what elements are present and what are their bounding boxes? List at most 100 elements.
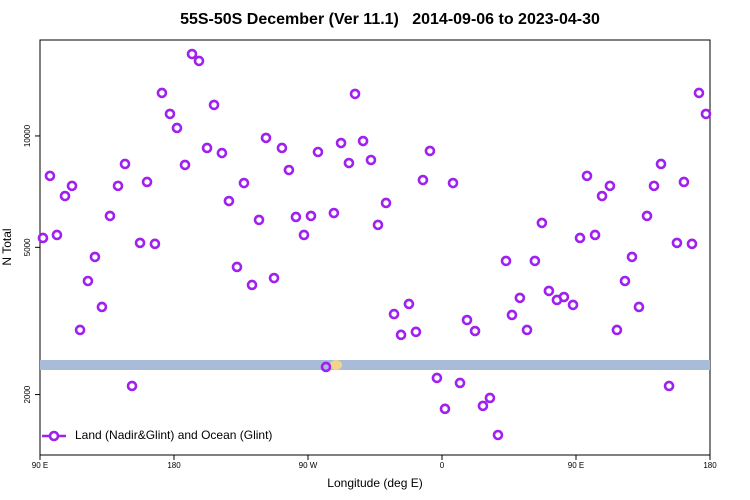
point [596, 190, 608, 202]
point [454, 377, 466, 389]
point [648, 180, 660, 192]
y-tick-label: 10000 [23, 124, 32, 147]
point [500, 255, 512, 267]
point [477, 400, 489, 412]
point [447, 177, 459, 189]
point [320, 361, 332, 373]
band-spot [330, 360, 342, 370]
point [484, 392, 496, 404]
x-tick-label: 90 E [32, 461, 48, 470]
y-axis-label: N Total [0, 228, 14, 265]
point [663, 380, 675, 392]
point [424, 145, 436, 157]
point [388, 308, 400, 320]
point [506, 309, 518, 321]
point [365, 154, 377, 166]
point [164, 108, 176, 120]
point [246, 279, 258, 291]
point [44, 170, 56, 182]
point [678, 176, 690, 188]
point [253, 214, 265, 226]
point [700, 108, 712, 120]
point [141, 176, 153, 188]
point [543, 285, 555, 297]
point [611, 324, 623, 336]
point [589, 229, 601, 241]
point [312, 146, 324, 158]
legend-label: Land (Nadir&Glint) and Ocean (Glint) [75, 428, 272, 442]
point [89, 251, 101, 263]
point [380, 197, 392, 209]
x-tick-label: 180 [703, 461, 717, 470]
point [641, 210, 653, 222]
point [201, 142, 213, 154]
point [395, 329, 407, 341]
point [686, 238, 698, 250]
y-tick-label: 5000 [23, 238, 32, 256]
point [521, 324, 533, 336]
point [66, 180, 78, 192]
point [283, 164, 295, 176]
point [626, 251, 638, 263]
point [156, 87, 168, 99]
point [59, 190, 71, 202]
point [298, 229, 310, 241]
point [514, 292, 526, 304]
x-tick-label: 180 [167, 461, 181, 470]
point [126, 380, 138, 392]
point [104, 210, 116, 222]
point [119, 158, 131, 170]
point [276, 142, 288, 154]
point [567, 299, 579, 311]
point [671, 237, 683, 249]
point [633, 301, 645, 313]
point [193, 55, 205, 67]
y-tick-label: 2000 [23, 385, 32, 403]
point [655, 158, 667, 170]
x-axis-label: Longitude (deg E) [327, 476, 422, 490]
point [51, 229, 63, 241]
marks: 90 E 180 90 W 0 90 E 180 2000 5000 10000 Land (Na… [23, 48, 717, 470]
legend-marker [48, 430, 60, 442]
point [536, 217, 548, 229]
point [619, 275, 631, 287]
point [186, 48, 198, 60]
point [604, 180, 616, 192]
point [223, 195, 235, 207]
point [469, 325, 481, 337]
point [417, 174, 429, 186]
point [558, 291, 570, 303]
point [74, 324, 86, 336]
point [208, 99, 220, 111]
point [372, 219, 384, 231]
point [216, 147, 228, 159]
point [343, 157, 355, 169]
point [290, 211, 302, 223]
point [96, 301, 108, 313]
point [693, 87, 705, 99]
point [82, 275, 94, 287]
point [231, 261, 243, 273]
point [529, 255, 541, 267]
band [40, 360, 710, 370]
point [179, 159, 191, 171]
point [581, 170, 593, 182]
point [439, 403, 451, 415]
x-tick-label: 0 [440, 461, 445, 470]
point [37, 232, 49, 244]
point [171, 122, 183, 134]
point [403, 298, 415, 310]
point [335, 137, 347, 149]
point [328, 207, 340, 219]
point [305, 210, 317, 222]
point [461, 314, 473, 326]
point [260, 132, 272, 144]
chart-title: 55S-50S December (Ver 11.1) 2014-09-06 t… [180, 11, 600, 28]
point [268, 272, 280, 284]
point [431, 372, 443, 384]
point [357, 135, 369, 147]
point [238, 177, 250, 189]
point [574, 232, 586, 244]
point [134, 237, 146, 249]
